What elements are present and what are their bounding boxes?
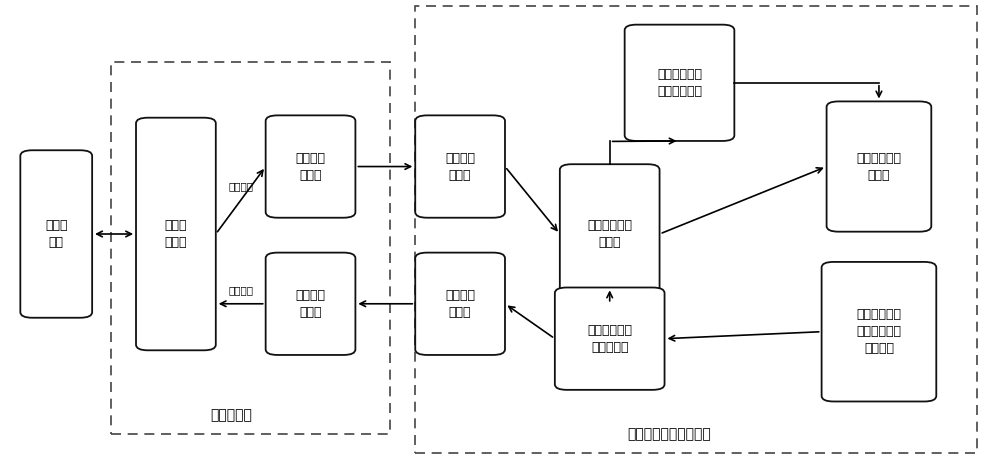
Text: 控制指令: 控制指令 xyxy=(228,285,253,295)
Text: 机器人系统: 机器人系统 xyxy=(210,409,252,423)
FancyBboxPatch shape xyxy=(20,150,92,318)
FancyBboxPatch shape xyxy=(555,287,665,390)
Text: 以太网输
入模块: 以太网输 入模块 xyxy=(296,289,326,319)
Bar xyxy=(111,62,390,434)
Text: 以太网输
出模块: 以太网输 出模块 xyxy=(445,289,475,319)
FancyBboxPatch shape xyxy=(266,253,355,355)
FancyBboxPatch shape xyxy=(822,262,936,402)
FancyBboxPatch shape xyxy=(266,116,355,218)
Text: 以太网输
出模块: 以太网输 出模块 xyxy=(296,152,326,182)
FancyBboxPatch shape xyxy=(625,25,734,141)
Text: 状态反馈: 状态反馈 xyxy=(228,181,253,191)
Text: 机器人
控制器: 机器人 控制器 xyxy=(165,219,187,249)
Text: 机器人可达域测试系统: 机器人可达域测试系统 xyxy=(628,427,711,441)
FancyBboxPatch shape xyxy=(560,164,660,304)
Text: 以太网输
入模块: 以太网输 入模块 xyxy=(445,152,475,182)
Text: 机器人末端位
置发送模块: 机器人末端位 置发送模块 xyxy=(587,324,632,354)
Text: 机器人状态解
析模块: 机器人状态解 析模块 xyxy=(587,219,632,249)
FancyBboxPatch shape xyxy=(136,117,216,351)
Text: 获取机器人反
向运动学函数: 获取机器人反 向运动学函数 xyxy=(657,68,702,98)
FancyBboxPatch shape xyxy=(415,116,505,218)
FancyBboxPatch shape xyxy=(827,102,931,232)
Text: 机器人位置可
达判别: 机器人位置可 达判别 xyxy=(856,152,901,182)
FancyBboxPatch shape xyxy=(415,253,505,355)
Text: 末端执
行器: 末端执 行器 xyxy=(45,219,67,249)
Bar xyxy=(415,6,977,453)
Text: 计算机器人理
想末端位置的
坐标点集: 计算机器人理 想末端位置的 坐标点集 xyxy=(856,308,901,355)
